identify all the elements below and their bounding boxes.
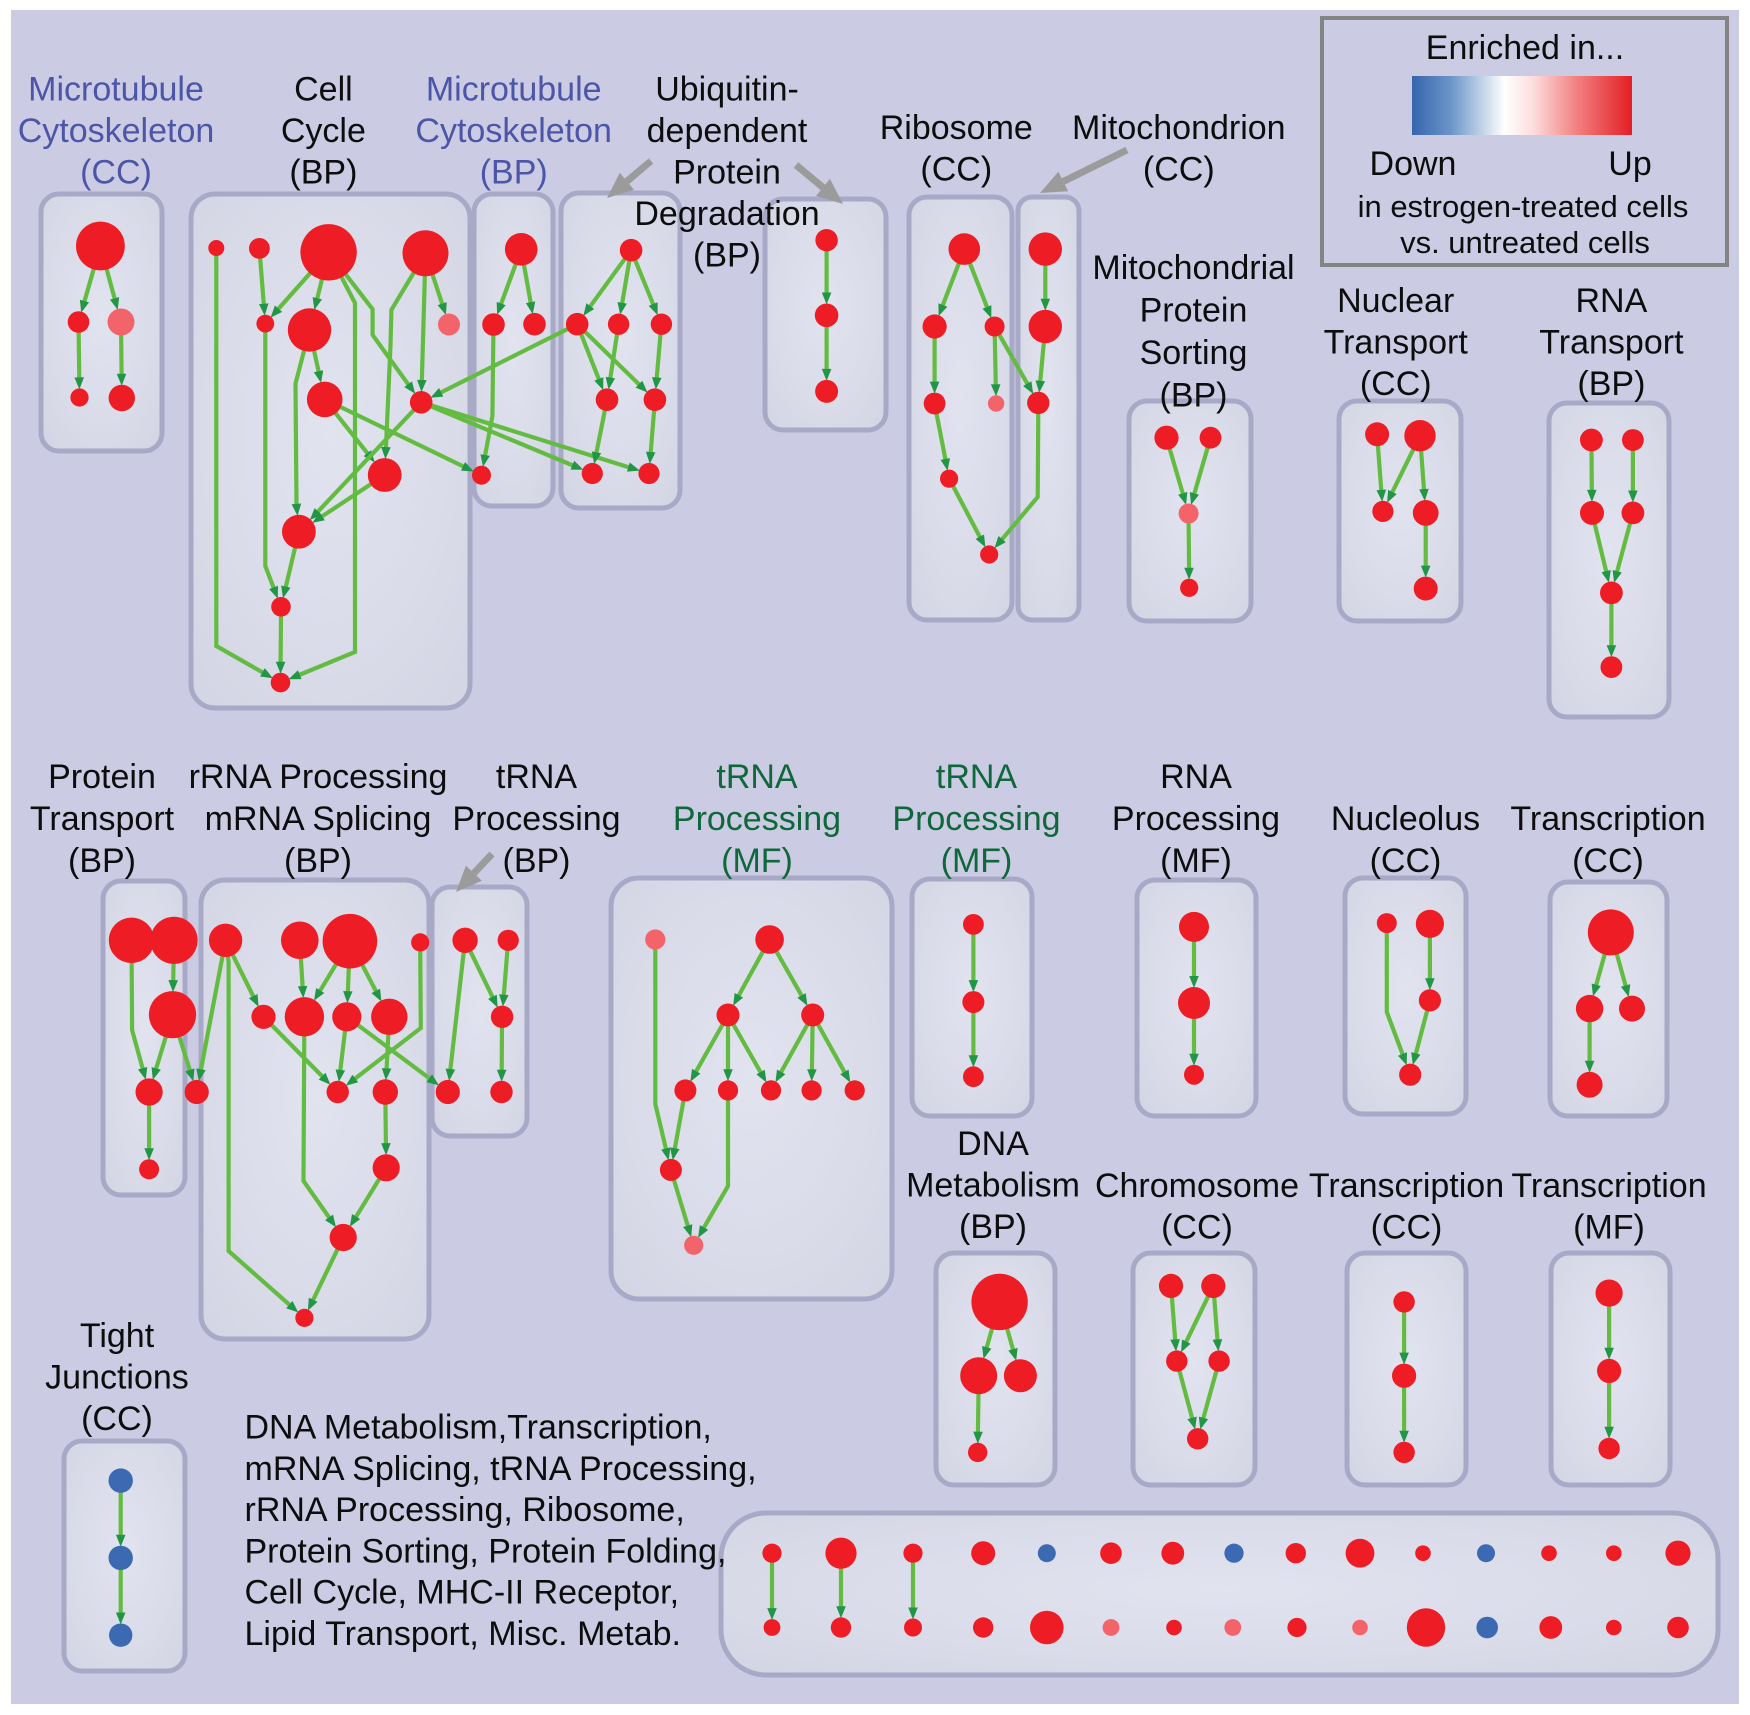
svg-text:Transport: Transport [1324, 324, 1469, 362]
svg-text:Cytoskeleton: Cytoskeleton [18, 112, 215, 150]
svg-text:Transport: Transport [1539, 324, 1684, 362]
svg-text:Microtubule: Microtubule [28, 71, 204, 109]
svg-text:(CC): (CC) [1371, 1209, 1443, 1247]
svg-text:rRNA Processing, Ribosome,: rRNA Processing, Ribosome, [245, 1491, 685, 1529]
svg-text:Transcription: Transcription [1510, 800, 1705, 838]
svg-text:(BP): (BP) [289, 154, 357, 192]
svg-text:Lipid Transport, Misc. Metab.: Lipid Transport, Misc. Metab. [245, 1615, 682, 1653]
svg-text:DNA Metabolism,Transcription,: DNA Metabolism,Transcription, [245, 1409, 712, 1447]
svg-text:(CC): (CC) [1370, 842, 1442, 880]
svg-text:Transport: Transport [30, 800, 175, 838]
svg-text:in estrogen-treated cells: in estrogen-treated cells [1358, 189, 1689, 224]
svg-text:Cycle: Cycle [281, 112, 366, 150]
svg-text:Protein: Protein [673, 154, 781, 192]
svg-text:(BP): (BP) [284, 842, 352, 880]
svg-text:Protein: Protein [1140, 292, 1248, 330]
svg-text:tRNA: tRNA [496, 758, 578, 796]
svg-text:Degradation: Degradation [634, 195, 819, 233]
svg-text:Mitochondrial: Mitochondrial [1092, 249, 1294, 287]
svg-text:Tight: Tight [80, 1317, 155, 1355]
svg-text:Processing: Processing [452, 800, 620, 838]
svg-text:(MF): (MF) [721, 842, 793, 880]
svg-text:DNA: DNA [957, 1125, 1029, 1163]
svg-text:Down: Down [1370, 145, 1457, 183]
svg-text:(BP): (BP) [1577, 365, 1645, 403]
svg-text:Protein: Protein [48, 758, 156, 796]
svg-text:Protein Sorting, Protein Foldi: Protein Sorting, Protein Folding, [245, 1532, 727, 1570]
svg-text:(CC): (CC) [920, 151, 992, 189]
svg-text:Nuclear: Nuclear [1337, 282, 1454, 320]
svg-text:RNA: RNA [1160, 758, 1232, 796]
svg-text:Processing: Processing [892, 800, 1060, 838]
svg-text:(CC): (CC) [81, 1400, 153, 1438]
svg-text:(CC): (CC) [80, 154, 152, 192]
svg-text:Up: Up [1608, 145, 1651, 183]
svg-text:tRNA: tRNA [936, 758, 1018, 796]
svg-text:Metabolism: Metabolism [906, 1167, 1080, 1205]
svg-text:(BP): (BP) [1160, 377, 1228, 415]
svg-text:RNA: RNA [1576, 282, 1648, 320]
svg-text:(BP): (BP) [959, 1208, 1027, 1246]
svg-text:Cytoskeleton: Cytoskeleton [415, 112, 612, 150]
svg-text:(BP): (BP) [68, 842, 136, 880]
svg-text:(MF): (MF) [941, 842, 1013, 880]
svg-text:Nucleolus: Nucleolus [1331, 800, 1480, 838]
svg-text:rRNA Processing: rRNA Processing [189, 758, 448, 796]
svg-text:(CC): (CC) [1360, 365, 1432, 403]
svg-text:vs. untreated cells: vs. untreated cells [1400, 225, 1650, 260]
svg-text:(MF): (MF) [1573, 1209, 1645, 1247]
svg-text:Chromosome: Chromosome [1095, 1167, 1299, 1205]
svg-text:Junctions: Junctions [45, 1359, 189, 1397]
svg-text:(BP): (BP) [693, 237, 761, 275]
svg-text:Transcription: Transcription [1511, 1167, 1706, 1205]
svg-text:Processing: Processing [673, 800, 841, 838]
svg-text:(BP): (BP) [480, 154, 548, 192]
svg-text:dependent: dependent [647, 112, 808, 150]
svg-text:Processing: Processing [1112, 800, 1280, 838]
svg-text:Microtubule: Microtubule [426, 71, 602, 109]
svg-text:(CC): (CC) [1161, 1209, 1233, 1247]
svg-text:mRNA Splicing: mRNA Splicing [205, 800, 432, 838]
svg-text:Cell Cycle, MHC-II Receptor,: Cell Cycle, MHC-II Receptor, [245, 1574, 680, 1612]
svg-text:tRNA: tRNA [716, 758, 798, 796]
svg-text:(CC): (CC) [1572, 842, 1644, 880]
svg-text:(BP): (BP) [503, 842, 571, 880]
svg-text:Ribosome: Ribosome [880, 109, 1033, 147]
svg-text:Mitochondrion: Mitochondrion [1072, 109, 1286, 147]
svg-text:Ubiquitin-: Ubiquitin- [655, 71, 799, 109]
svg-text:(CC): (CC) [1143, 151, 1215, 189]
svg-text:Transcription: Transcription [1309, 1167, 1504, 1205]
svg-text:Sorting: Sorting [1140, 334, 1248, 372]
svg-text:mRNA Splicing, tRNA Processing: mRNA Splicing, tRNA Processing, [245, 1450, 757, 1488]
svg-text:Enriched in...: Enriched in... [1426, 29, 1624, 67]
svg-text:Cell: Cell [294, 71, 353, 109]
svg-text:(MF): (MF) [1160, 842, 1232, 880]
